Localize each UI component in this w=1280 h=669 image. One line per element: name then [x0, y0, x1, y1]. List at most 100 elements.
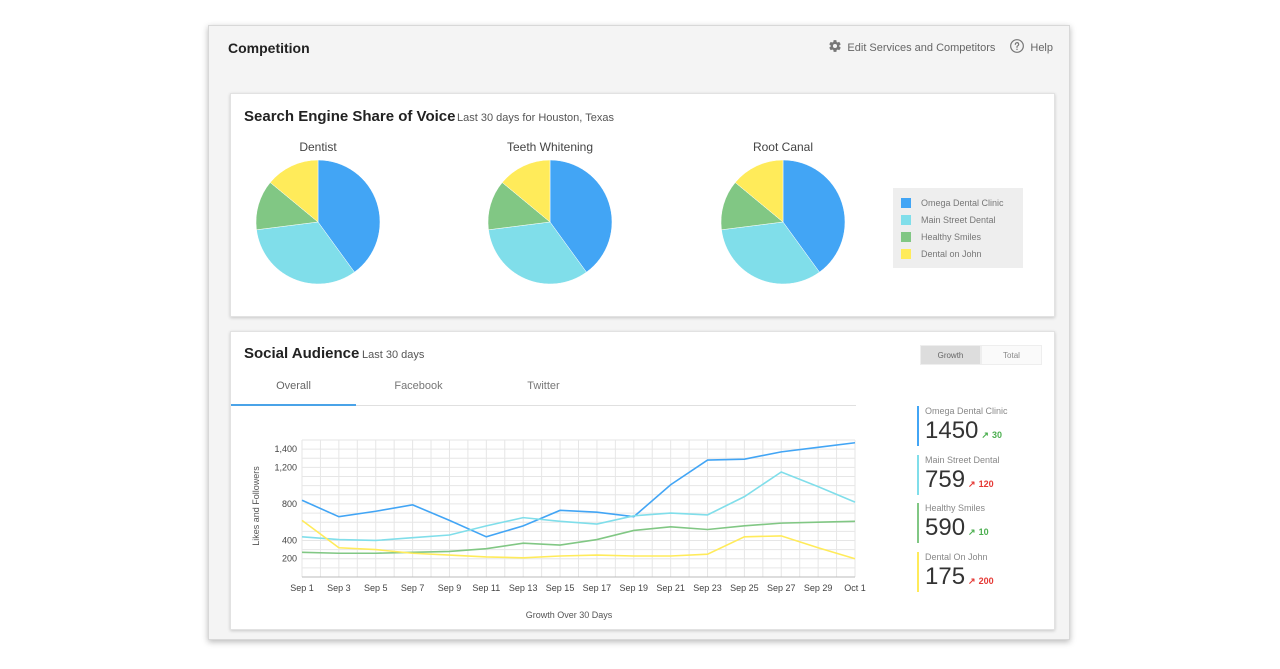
- series-line: [301, 520, 856, 555]
- help-icon: [1009, 38, 1025, 57]
- pie-root-canal: Root Canal: [713, 140, 853, 295]
- top-bar: Competition Edit Services and Competitor…: [209, 26, 1069, 70]
- pie-dentist: Dentist: [248, 140, 388, 295]
- pie-slice: [317, 159, 381, 273]
- header-actions: Edit Services and Competitors Help: [828, 38, 1053, 57]
- pie-chart-svg: [720, 159, 846, 285]
- stat-color-bar: [917, 551, 919, 592]
- pie-title: Root Canal: [752, 140, 814, 154]
- stat-change: 120: [978, 478, 994, 489]
- legend-item: Main Street Dental: [901, 211, 1015, 228]
- x-tick-label: Sep 11: [472, 583, 500, 593]
- growth-total-toggle: Growth Total: [920, 345, 1042, 365]
- stat-change: 10: [978, 527, 989, 537]
- pie-slice: [734, 159, 784, 223]
- help-button[interactable]: Help: [1009, 38, 1053, 57]
- stat-value: 175: [925, 562, 966, 590]
- social-audience-title: Social Audience: [244, 345, 360, 362]
- legend-item: Omega Dental Clinic: [901, 194, 1015, 211]
- legend-label: Omega Dental Clinic: [921, 197, 1004, 208]
- social-audience-subtitle: Last 30 days: [362, 349, 425, 361]
- x-tick-label: Sep 21: [656, 583, 685, 593]
- x-tick-label: Sep 15: [546, 583, 575, 593]
- y-tick-label: 1,400: [274, 444, 297, 454]
- pie-slice: [269, 159, 319, 223]
- y-tick-label: 800: [282, 499, 297, 509]
- x-tick-label: Sep 3: [327, 583, 351, 593]
- stat-healthy-smiles: Healthy Smiles 590 ↗ 10: [917, 503, 1037, 545]
- x-tick-label: Sep 5: [364, 583, 388, 593]
- legend-swatch: [901, 231, 911, 242]
- toggle-total[interactable]: Total: [981, 345, 1042, 365]
- trend-up-icon: ↗: [981, 430, 989, 440]
- x-tick-label: Sep 27: [767, 583, 796, 593]
- stat-change: 200: [978, 575, 994, 586]
- tab-facebook[interactable]: Facebook: [394, 380, 443, 392]
- stat-name: Main Street Dental: [925, 454, 1000, 465]
- pie-slice: [721, 221, 820, 285]
- stat-value: 590: [925, 514, 966, 541]
- stat-main-street: Main Street Dental 759 ↗ 120: [917, 454, 1037, 497]
- pie-slice: [256, 221, 355, 285]
- toggle-growth[interactable]: Growth: [920, 345, 981, 365]
- series-line: [301, 471, 856, 542]
- share-of-voice-subtitle: Last 30 days for Houston, Texas: [457, 112, 614, 124]
- x-axis-ticks: Sep 1 Sep 3 Sep 5 Sep 7 Sep 9 Sep 11 Sep 13 Sep…: [290, 583, 866, 593]
- help-label: Help: [1030, 41, 1053, 54]
- y-axis-label: Likes and Followers: [251, 466, 261, 546]
- audience-stats: Omega Dental Clinic 1450 ↗ 30 Main Street …: [917, 406, 1037, 600]
- pie-slice: [782, 159, 846, 273]
- social-tabs: Overall Facebook Twitter: [231, 376, 856, 406]
- social-audience-card: Social Audience Last 30 days Growth Tota…: [230, 331, 1055, 630]
- y-tick-label: 1,200: [274, 462, 297, 472]
- stat-change: 30: [991, 430, 1002, 440]
- social-line-chart: 200 400 800 1,200 1,400 Sep 1 Sep 3 Sep 5 Sep 7…: [251, 439, 866, 620]
- stat-value: 1450: [925, 417, 979, 444]
- stat-color-bar: [917, 454, 919, 495]
- legend-label: Healthy Smiles: [921, 231, 982, 242]
- x-tick-label: Sep 9: [438, 583, 462, 593]
- edit-services-button[interactable]: Edit Services and Competitors: [828, 39, 995, 56]
- x-tick-label: Sep 29: [804, 583, 833, 593]
- y-tick-label: 200: [282, 554, 297, 564]
- legend-item: Healthy Smiles: [901, 228, 1015, 245]
- legend-swatch: [901, 214, 911, 225]
- x-tick-label: Sep 13: [509, 583, 538, 593]
- chart-series: [301, 441, 856, 560]
- y-axis-ticks: 200 400 800 1,200 1,400: [274, 444, 297, 564]
- gear-icon: [828, 39, 842, 56]
- pie-legend: Omega Dental Clinic Main Street Dental H…: [893, 188, 1023, 268]
- y-tick-label: 400: [282, 535, 297, 545]
- x-axis-label: Growth Over 30 Days: [526, 610, 613, 620]
- x-tick-label: Sep 23: [693, 583, 722, 593]
- legend-label: Main Street Dental: [921, 214, 996, 225]
- x-tick-label: Sep 17: [583, 583, 612, 593]
- pie-title: Dentist: [299, 140, 337, 154]
- pie-chart-svg: [255, 159, 381, 285]
- pie-title: Teeth Whitening: [506, 140, 594, 154]
- share-of-voice-title: Search Engine Share of Voice: [244, 108, 456, 125]
- tab-twitter[interactable]: Twitter: [527, 380, 560, 392]
- x-tick-label: Sep 7: [401, 583, 425, 593]
- share-of-voice-card: Search Engine Share of Voice Last 30 day…: [230, 93, 1055, 317]
- pie-slice: [501, 159, 551, 223]
- stat-value: 759: [925, 465, 966, 493]
- stat-color-bar: [917, 406, 919, 446]
- trend-up-icon: ↗: [968, 527, 976, 537]
- series-line: [301, 441, 856, 538]
- page-title: Competition: [228, 40, 310, 56]
- legend-swatch: [901, 248, 911, 259]
- x-tick-label: Sep 25: [730, 583, 759, 593]
- stat-name: Healthy Smiles: [925, 503, 986, 513]
- x-tick-label: Oct 1: [844, 583, 866, 593]
- x-tick-label: Sep 19: [620, 583, 649, 593]
- legend-label: Dental on John: [921, 248, 982, 259]
- trend-icon: ↗: [968, 478, 976, 489]
- legend-swatch: [901, 197, 911, 208]
- stat-color-bar: [917, 503, 919, 543]
- pie-teeth-whitening: Teeth Whitening: [480, 140, 620, 295]
- stat-omega: Omega Dental Clinic 1450 ↗ 30: [917, 406, 1037, 448]
- tab-overall[interactable]: Overall: [231, 376, 356, 406]
- series-line: [301, 519, 856, 560]
- pie-slice: [549, 159, 613, 273]
